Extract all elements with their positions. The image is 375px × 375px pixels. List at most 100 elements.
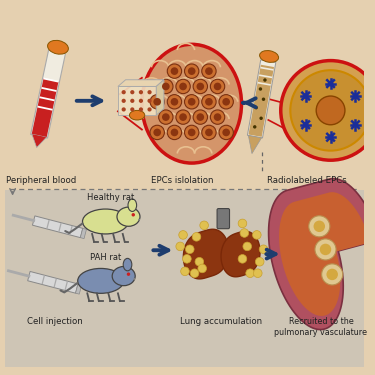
Circle shape <box>214 113 221 121</box>
Text: PAH rat: PAH rat <box>90 253 121 262</box>
Circle shape <box>210 110 225 124</box>
Circle shape <box>133 278 135 280</box>
Circle shape <box>181 267 189 276</box>
Circle shape <box>238 219 247 228</box>
Ellipse shape <box>129 110 145 120</box>
Circle shape <box>205 98 213 106</box>
Bar <box>5 8 364 190</box>
Circle shape <box>122 107 126 111</box>
Circle shape <box>184 94 199 109</box>
Polygon shape <box>268 178 375 330</box>
Circle shape <box>196 113 204 121</box>
Circle shape <box>210 79 225 94</box>
Polygon shape <box>32 134 47 147</box>
Circle shape <box>222 98 230 106</box>
Circle shape <box>252 231 261 239</box>
Ellipse shape <box>48 40 68 54</box>
Polygon shape <box>75 284 82 294</box>
Circle shape <box>328 81 333 87</box>
Circle shape <box>130 107 134 111</box>
Circle shape <box>195 257 204 266</box>
Circle shape <box>255 257 264 266</box>
Circle shape <box>328 134 333 140</box>
Circle shape <box>262 98 265 101</box>
Circle shape <box>202 125 216 140</box>
Circle shape <box>314 220 325 232</box>
Circle shape <box>255 106 258 109</box>
Circle shape <box>263 78 267 82</box>
Circle shape <box>327 268 338 280</box>
Circle shape <box>281 61 375 160</box>
Circle shape <box>260 117 263 120</box>
Circle shape <box>253 125 257 129</box>
Circle shape <box>122 99 126 103</box>
Circle shape <box>167 64 182 78</box>
FancyBboxPatch shape <box>217 209 229 229</box>
Circle shape <box>303 93 309 99</box>
Circle shape <box>190 269 199 278</box>
Polygon shape <box>249 65 274 137</box>
Ellipse shape <box>123 258 132 271</box>
Circle shape <box>153 98 161 106</box>
Polygon shape <box>221 231 260 277</box>
Circle shape <box>222 129 230 136</box>
Circle shape <box>188 67 195 75</box>
Circle shape <box>171 129 178 136</box>
Circle shape <box>240 229 249 237</box>
Polygon shape <box>32 78 58 137</box>
Circle shape <box>193 110 207 124</box>
Polygon shape <box>118 80 164 87</box>
FancyBboxPatch shape <box>118 87 156 115</box>
Circle shape <box>179 231 188 239</box>
Text: Lung accumulation: Lung accumulation <box>180 317 262 326</box>
Circle shape <box>186 245 194 254</box>
Ellipse shape <box>128 199 136 211</box>
Circle shape <box>205 129 213 136</box>
Ellipse shape <box>142 44 242 163</box>
Circle shape <box>214 82 221 90</box>
Circle shape <box>139 90 143 94</box>
Circle shape <box>352 122 358 128</box>
Circle shape <box>352 93 358 99</box>
Circle shape <box>159 79 173 94</box>
Circle shape <box>147 99 152 103</box>
Ellipse shape <box>78 268 124 293</box>
Circle shape <box>219 125 233 140</box>
Circle shape <box>153 129 161 136</box>
Text: Recruited to the
pulmonary vasculature: Recruited to the pulmonary vasculature <box>274 317 368 337</box>
Text: Cell injection: Cell injection <box>27 317 82 326</box>
Circle shape <box>184 64 199 78</box>
Ellipse shape <box>112 267 135 286</box>
Circle shape <box>139 99 143 103</box>
Circle shape <box>171 67 178 75</box>
Polygon shape <box>279 192 370 316</box>
Circle shape <box>196 82 204 90</box>
Circle shape <box>162 113 170 121</box>
Circle shape <box>150 125 164 140</box>
Circle shape <box>192 232 201 241</box>
Circle shape <box>176 110 190 124</box>
Ellipse shape <box>260 51 279 62</box>
Circle shape <box>303 122 309 128</box>
Ellipse shape <box>82 209 129 234</box>
Circle shape <box>147 107 152 111</box>
Polygon shape <box>156 80 164 115</box>
Circle shape <box>219 94 233 109</box>
Circle shape <box>167 125 182 140</box>
Circle shape <box>198 264 207 273</box>
Circle shape <box>176 242 184 251</box>
Polygon shape <box>248 135 261 154</box>
Polygon shape <box>183 229 229 279</box>
Polygon shape <box>248 60 276 138</box>
Circle shape <box>246 269 254 278</box>
Circle shape <box>183 255 191 263</box>
Circle shape <box>316 96 345 125</box>
Text: Peripheral blood: Peripheral blood <box>6 176 76 184</box>
Circle shape <box>179 82 187 90</box>
Circle shape <box>259 87 262 91</box>
Circle shape <box>130 90 134 94</box>
Circle shape <box>205 67 213 75</box>
Circle shape <box>259 245 268 254</box>
Circle shape <box>202 64 216 78</box>
Text: Healthy rat: Healthy rat <box>87 194 134 202</box>
